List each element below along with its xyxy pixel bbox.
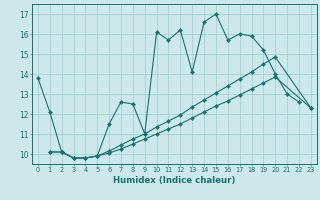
X-axis label: Humidex (Indice chaleur): Humidex (Indice chaleur) (113, 176, 236, 185)
